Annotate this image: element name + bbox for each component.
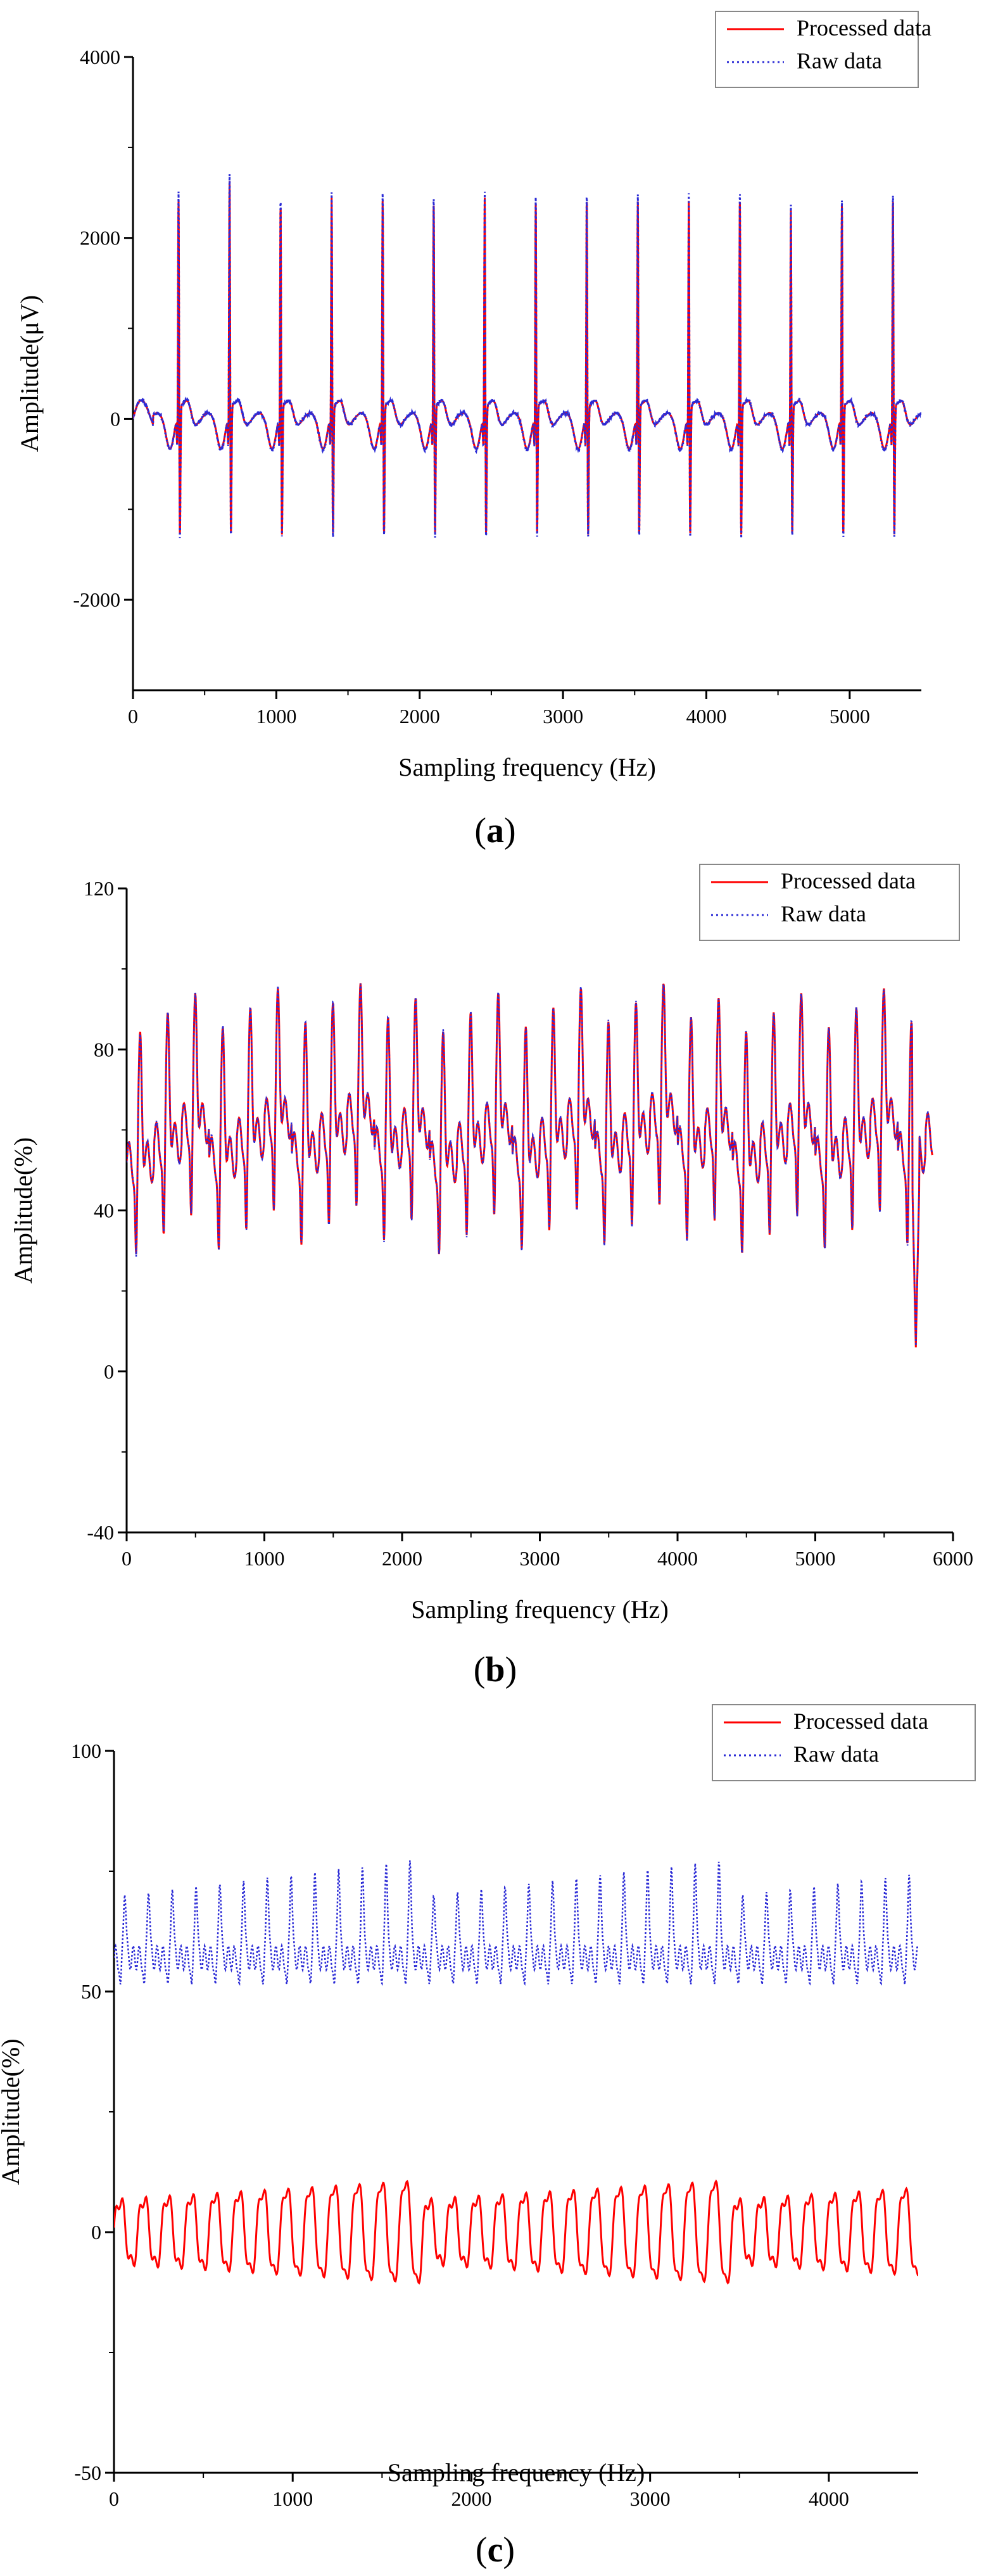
x-tick-label: 0 (128, 705, 138, 728)
x-tick-label: 2000 (400, 705, 440, 728)
x-tick-label: 5000 (795, 1547, 836, 1570)
x-tick-label: 4000 (809, 2487, 849, 2510)
y-tick-label: 0 (104, 1360, 114, 1383)
y-tick-label: 40 (94, 1199, 114, 1222)
series-group (114, 1860, 918, 2285)
x-tick-label: 0 (122, 1547, 132, 1570)
legend-entry: Processed data (797, 15, 931, 41)
y-tick-label: 50 (81, 1980, 101, 2003)
x-tick-label: 1000 (272, 2487, 313, 2510)
x-tick-label: 4000 (686, 705, 726, 728)
y-tick-label: -40 (87, 1521, 114, 1544)
panel-label: (b) (474, 1650, 517, 1689)
series-processed-data (133, 181, 921, 535)
y-axis-title: Amplitude(μV) (15, 295, 44, 452)
x-tick-label: 3000 (630, 2487, 671, 2510)
x-tick-label: 5000 (830, 705, 870, 728)
x-axis-title: Sampling frequency (Hz) (398, 753, 656, 781)
y-tick-label: -2000 (73, 588, 120, 611)
y-axis-title: Amplitude(%) (9, 1137, 37, 1284)
chart-panel-b: 0 1000 2000 3000 4000 5000 6000 -40 0 40 80 120 Samp… (9, 864, 973, 1689)
y-tick-label: 100 (71, 1739, 101, 1762)
series-processed-data (114, 2179, 918, 2285)
x-tick-label: 0 (109, 2487, 119, 2510)
legend-box (715, 11, 919, 88)
series-raw-data (127, 983, 933, 1346)
legend-box (712, 1704, 976, 1781)
series-group (133, 174, 921, 539)
x-tick-label: 1000 (256, 705, 296, 728)
y-tick-label: 80 (94, 1038, 114, 1061)
legend-entry: Processed data (781, 868, 916, 893)
series-raw-data (114, 1860, 918, 1986)
panel-label: (c) (476, 2530, 515, 2570)
x-axis-title: Sampling frequency (Hz) (388, 2458, 645, 2487)
chart-panel-a: 0 1000 2000 3000 4000 5000 -2000 0 2000 4000 Sampl… (15, 11, 931, 850)
legend-entry: Processed data (793, 1708, 928, 1734)
panel-label: (a) (474, 811, 515, 850)
series-group (127, 983, 933, 1348)
y-tick-label: 2000 (80, 227, 120, 249)
legend-entry: Raw data (797, 48, 882, 73)
y-tick-label: 4000 (80, 46, 120, 68)
legend-entry: Raw data (781, 901, 866, 926)
y-tick-label: 0 (91, 2221, 101, 2244)
y-axis-title: Amplitude(%) (0, 2038, 25, 2185)
x-tick-label: 1000 (244, 1547, 285, 1570)
x-tick-label: 2000 (382, 1547, 422, 1570)
y-tick-label: -50 (74, 2461, 101, 2484)
x-tick-label: 3000 (520, 1547, 560, 1570)
y-tick-label: 0 (110, 407, 120, 430)
y-tick-label: 120 (84, 877, 114, 900)
x-tick-label: 6000 (933, 1547, 973, 1570)
legend-entry: Raw data (793, 1741, 879, 1767)
x-axis-title: Sampling frequency (Hz) (411, 1595, 669, 1624)
x-tick-label: 2000 (451, 2487, 491, 2510)
series-raw-data (133, 174, 921, 539)
chart-panel-c: 0 1000 2000 3000 4000 -50 0 50 100 Sampling frequ… (0, 1704, 976, 2570)
x-tick-label: 4000 (657, 1547, 698, 1570)
legend-box (699, 864, 960, 941)
x-tick-label: 3000 (543, 705, 583, 728)
